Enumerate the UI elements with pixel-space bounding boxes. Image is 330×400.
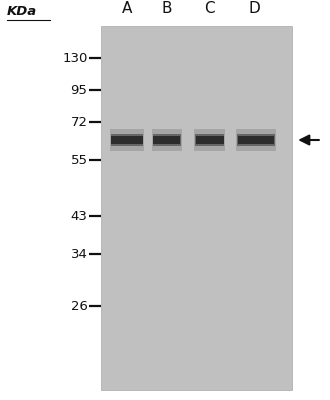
Bar [110,129,145,151]
Bar [112,136,143,144]
Text: 43: 43 [71,210,87,222]
Text: 130: 130 [62,52,87,64]
Text: 55: 55 [70,154,87,166]
Text: 26: 26 [71,300,87,312]
Text: C: C [204,1,215,16]
Text: A: A [122,1,132,16]
Bar [195,134,224,146]
Text: 72: 72 [70,116,87,128]
Bar [153,136,180,144]
Bar [236,129,276,151]
Text: 34: 34 [71,248,87,260]
Text: KDa: KDa [7,5,37,18]
Bar [194,129,225,151]
Bar [153,134,181,146]
Bar [111,134,143,146]
Bar [238,136,274,144]
Bar [237,134,275,146]
Text: 95: 95 [71,84,87,96]
Text: B: B [161,1,172,16]
Bar [152,129,182,151]
Text: D: D [248,1,260,16]
Bar [101,26,292,390]
Bar [195,136,224,144]
